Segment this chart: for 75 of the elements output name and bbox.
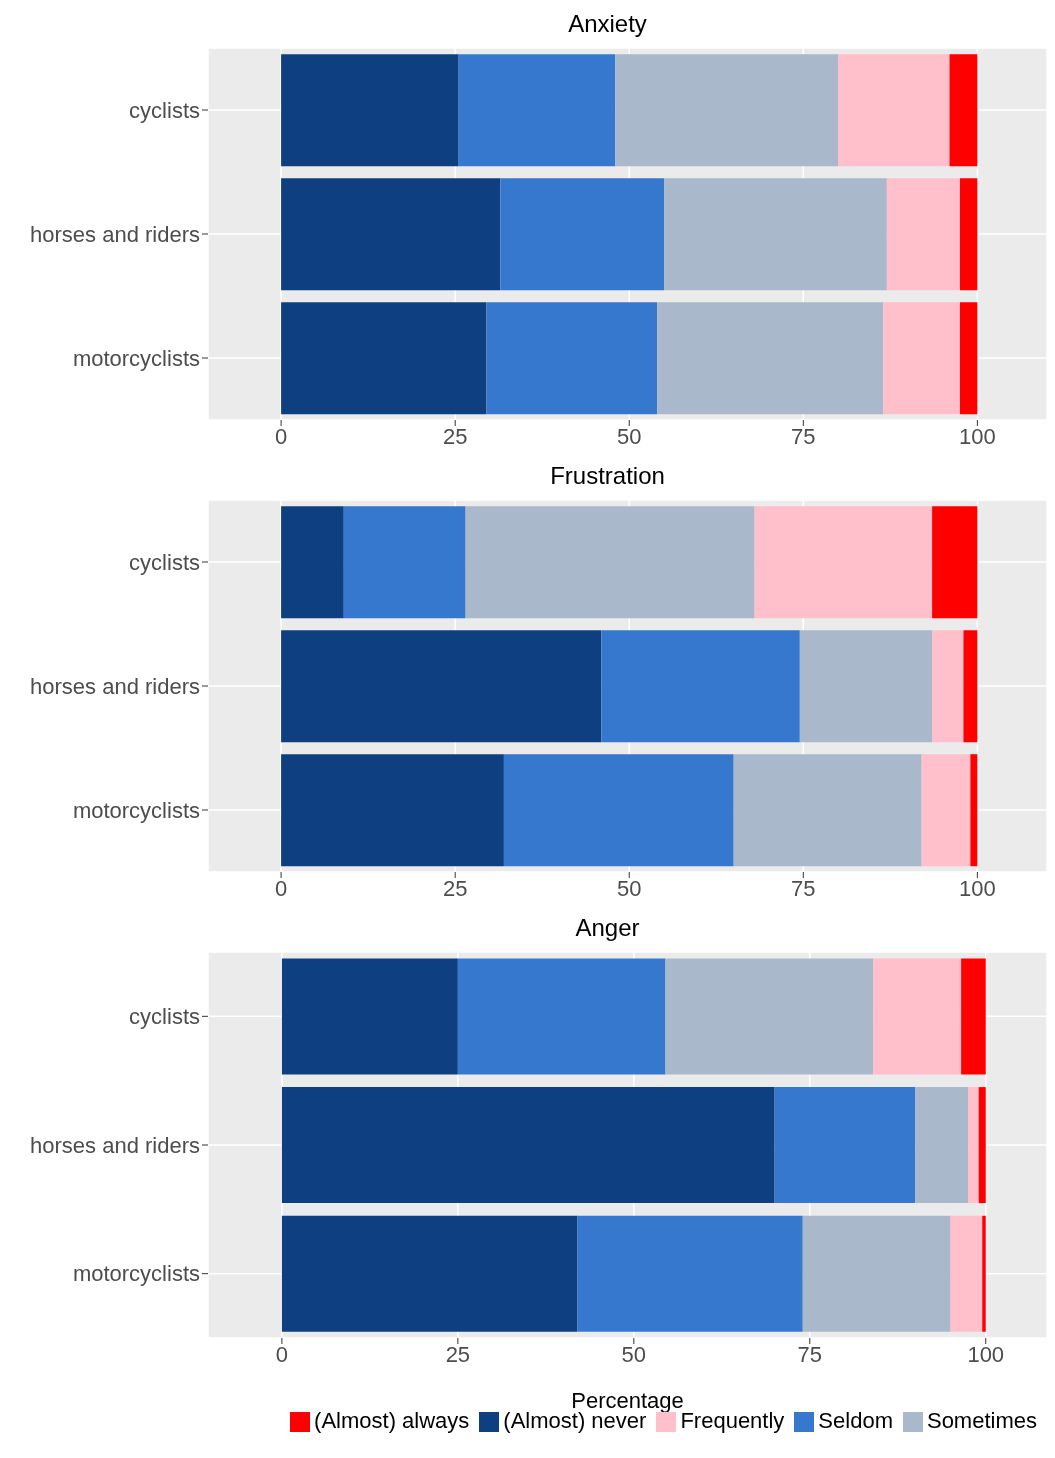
bar xyxy=(577,1215,803,1332)
bar xyxy=(802,1215,951,1332)
x-tick-label: 75 xyxy=(797,1341,823,1367)
y-tick-label: motorcyclists xyxy=(72,1261,200,1287)
x-tick-label: 50 xyxy=(617,875,642,901)
bar xyxy=(873,958,962,1075)
x-tick-label: 25 xyxy=(442,423,468,449)
bar xyxy=(657,302,884,415)
x-tick-label: 100 xyxy=(959,423,996,449)
y-tick-label: cyclists xyxy=(129,549,200,575)
y-tick-label: horses and riders xyxy=(30,221,200,247)
y-tick-label: cyclists xyxy=(129,1004,200,1030)
bar xyxy=(503,754,734,867)
x-tick-label: 50 xyxy=(617,423,642,449)
bar xyxy=(601,630,800,743)
bar xyxy=(343,506,466,619)
bar xyxy=(281,754,504,867)
bar xyxy=(457,958,666,1075)
bar xyxy=(465,506,755,619)
y-tick-label: horses and riders xyxy=(30,673,200,699)
bar xyxy=(963,630,978,743)
x-tick-label: 75 xyxy=(791,875,816,901)
bar xyxy=(754,506,933,619)
bar xyxy=(838,54,950,167)
bar xyxy=(281,1215,578,1332)
bar xyxy=(949,54,978,167)
legend-label: Sometimes xyxy=(926,1408,1037,1433)
chart-title: Frustration xyxy=(549,461,666,491)
bar xyxy=(978,1087,986,1204)
chart-title: Anger xyxy=(574,913,641,943)
legend-label: Seldom xyxy=(818,1408,893,1433)
bar xyxy=(915,1087,969,1204)
bar xyxy=(458,54,616,167)
bar xyxy=(959,302,978,415)
bar xyxy=(500,178,665,291)
y-tick-label: horses and riders xyxy=(30,1132,200,1158)
bar xyxy=(615,54,839,167)
bar xyxy=(959,178,978,291)
bar xyxy=(982,1215,986,1332)
x-tick-label: 100 xyxy=(967,1341,1005,1367)
y-tick-label: motorcyclists xyxy=(72,345,200,371)
bar xyxy=(961,958,986,1075)
bar xyxy=(281,302,487,415)
bar xyxy=(665,958,874,1075)
x-tick-label: 100 xyxy=(959,875,996,901)
bar xyxy=(799,630,933,743)
x-tick-label: 75 xyxy=(791,423,816,449)
legend-label: (Almost) always xyxy=(314,1408,470,1433)
bar xyxy=(281,630,602,743)
bar xyxy=(883,302,960,415)
bar xyxy=(281,958,458,1075)
bar xyxy=(733,754,922,867)
bar xyxy=(886,178,960,291)
y-tick-label: cyclists xyxy=(129,97,200,123)
bar xyxy=(281,1087,775,1204)
bar xyxy=(281,178,501,291)
bar xyxy=(774,1087,916,1204)
chart-title: Anxiety xyxy=(567,9,648,39)
bar xyxy=(281,54,459,167)
bar xyxy=(664,178,887,291)
bar xyxy=(932,630,964,743)
y-tick-label: motorcyclists xyxy=(72,797,200,823)
x-tick-label: 25 xyxy=(445,1341,471,1367)
bar xyxy=(921,754,971,867)
x-tick-label: 25 xyxy=(442,875,468,901)
bar xyxy=(968,1087,979,1204)
x-tick-label: 0 xyxy=(274,423,288,449)
x-tick-label: 50 xyxy=(621,1341,647,1367)
x-tick-label: 0 xyxy=(275,1341,289,1367)
bar xyxy=(932,506,978,619)
bar xyxy=(486,302,658,415)
bar xyxy=(950,1215,983,1332)
x-tick-label: 0 xyxy=(274,875,288,901)
bar xyxy=(970,754,978,867)
bar xyxy=(281,506,344,619)
